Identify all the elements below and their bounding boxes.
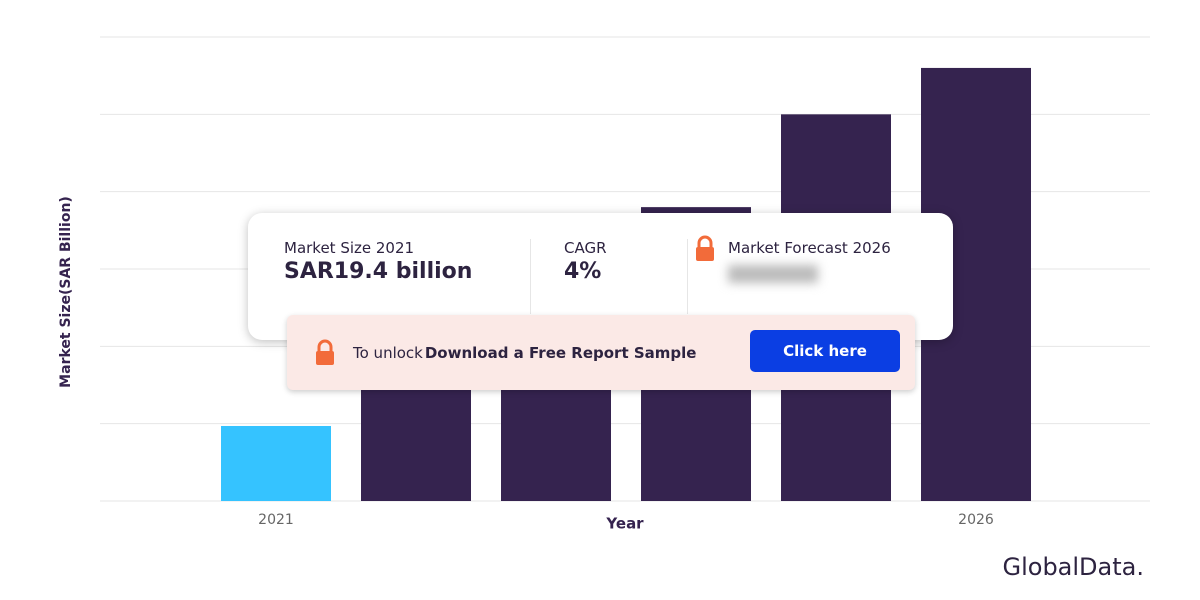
lock-icon [316, 339, 334, 365]
lock-icon [696, 235, 714, 261]
logo: GlobalData. [1002, 553, 1145, 581]
unlock-bar: To unlock Download a Free Report Sample C… [287, 315, 915, 390]
forecast: Market Forecast 2026 [728, 239, 891, 283]
x-tick-label: 2026 [958, 512, 994, 528]
unlock-prefix: To unlock [353, 344, 423, 362]
x-tick-label: 2021 [258, 512, 294, 528]
x-axis-label: Year [605, 515, 644, 533]
click-button[interactable]: Click here [750, 330, 900, 372]
value: SAR19.4 billion [284, 259, 473, 284]
y-axis-label: Market Size(SAR Billion) [58, 196, 74, 388]
blurred-value [728, 265, 818, 283]
cagr: CAGR 4% [564, 239, 607, 284]
label: Market Forecast 2026 [728, 239, 891, 257]
value: 4% [564, 259, 602, 284]
bar [221, 425, 331, 501]
label: CAGR [564, 239, 607, 257]
market-size: Market Size 2021 SAR19.4 billion [284, 239, 472, 284]
separator [530, 239, 531, 314]
unlock-text: To unlock Download a Free Report Sample [353, 344, 696, 362]
separator [687, 239, 688, 314]
unlock-link[interactable]: Download a Free Report Sample [424, 344, 697, 362]
label: Market Size 2021 [284, 239, 415, 257]
